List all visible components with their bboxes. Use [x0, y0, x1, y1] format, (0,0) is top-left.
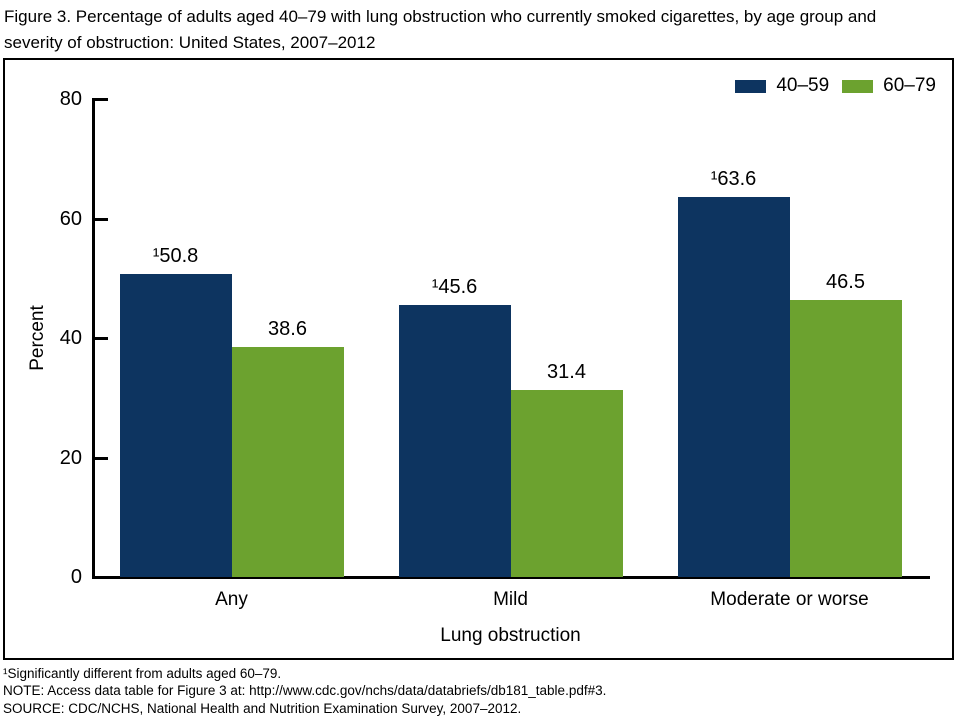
bar-40–59-Any	[119, 273, 232, 578]
chart-area: 40–59 60–79 Percent 0 20 40 60 80 ¹50.8 38.6 An…	[3, 58, 954, 660]
bar-60–79-Any	[231, 346, 344, 578]
legend-swatch-40-59	[735, 79, 767, 93]
figure-title-line1: Figure 3. Percentage of adults aged 40–7…	[4, 7, 877, 26]
x-category-label-Any: Any	[215, 588, 248, 610]
bar-60–79-Mild	[510, 389, 623, 578]
bar-label-40–59-Any: ¹50.8	[152, 244, 199, 267]
x-category-label-Moderate or worse: Moderate or worse	[710, 588, 869, 610]
bar-label-60–79-Any: 38.6	[268, 317, 307, 340]
y-tick-label-60: 60	[59, 207, 82, 230]
legend-item-40-59: 40–59	[735, 75, 829, 97]
y-tick-label-80: 80	[59, 88, 82, 110]
x-category-label-Mild: Mild	[493, 588, 528, 610]
bar-label-60–79-Moderate or worse: 46.5	[826, 270, 865, 293]
bar-40–59-Mild	[398, 305, 511, 578]
figure-title-line2: severity of obstruction: United States, …	[4, 32, 376, 52]
legend-swatch-60-79	[842, 79, 874, 93]
footnote-source: SOURCE: CDC/NCHS, National Health and Nu…	[3, 700, 522, 716]
y-tick-80	[95, 98, 108, 101]
footnotes: ¹Significantly different from adults age…	[3, 665, 606, 717]
bar-label-60–79-Mild: 31.4	[547, 360, 586, 383]
y-tick-label-0: 0	[70, 566, 82, 588]
figure-title: Figure 3. Percentage of adults aged 40–7…	[4, 4, 876, 55]
y-axis-line	[92, 98, 95, 579]
legend-label-40-59: 40–59	[776, 75, 830, 96]
y-tick-label-20: 20	[59, 446, 82, 469]
y-tick-60	[95, 217, 108, 221]
footnote-note: NOTE: Access data table for Figure 3 at:…	[3, 683, 607, 699]
bar-label-40–59-Mild: ¹45.6	[431, 276, 478, 299]
x-axis-title: Lung obstruction	[440, 625, 581, 646]
legend-item-60-79: 60–79	[842, 75, 936, 97]
legend-label-60-79: 60–79	[883, 75, 936, 96]
y-tick-label-40: 40	[59, 327, 82, 349]
x-axis-line	[92, 576, 930, 579]
y-tick-20	[95, 456, 108, 460]
bar-label-40–59-Moderate or worse: ¹63.6	[710, 168, 757, 191]
y-tick-40	[95, 337, 108, 340]
chart-legend: 40–59 60–79	[735, 75, 936, 97]
footnote-significance: ¹Significantly different from adults age…	[3, 666, 282, 681]
bar-40–59-Moderate or worse	[677, 197, 790, 578]
bar-60–79-Moderate or worse	[789, 299, 902, 578]
